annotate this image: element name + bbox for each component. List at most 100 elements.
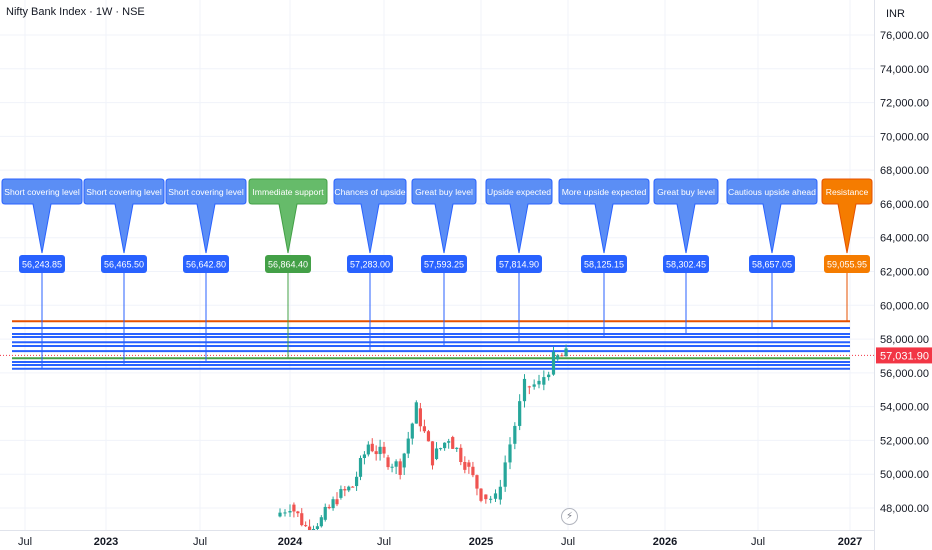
candle-body: [560, 355, 564, 357]
callout-bubble: [248, 178, 328, 254]
callout-label: Great buy level: [657, 187, 715, 197]
price-tick-label: 52,000.00: [880, 435, 929, 447]
candle-body: [547, 374, 551, 378]
level-value-box: [19, 255, 65, 273]
candle-body: [307, 526, 312, 530]
callout-label: Upside expected: [487, 187, 551, 197]
candle-body: [498, 486, 502, 500]
candle-body: [398, 461, 402, 475]
currency-label[interactable]: INR: [886, 8, 905, 20]
level-value: 56,864.40: [268, 260, 308, 270]
level-value-box: [824, 255, 870, 273]
level-value-box: [663, 255, 709, 273]
callout-bubble: [333, 178, 407, 254]
level-value: 58,657.05: [752, 260, 792, 270]
callout-bubble: [165, 178, 247, 254]
candle-body: [455, 447, 459, 449]
time-tick-label: Jul: [18, 536, 32, 548]
level-value: 57,593.25: [424, 260, 464, 270]
candle-body: [283, 512, 287, 514]
price-tick-label: 72,000.00: [880, 98, 929, 110]
callout-label: Short covering level: [86, 187, 162, 197]
time-tick-label: Jul: [377, 536, 391, 548]
candle-body: [443, 442, 447, 449]
candle-body: [532, 384, 536, 387]
current-price-tag: [876, 347, 932, 364]
callout-label: Short covering level: [4, 187, 80, 197]
price-tick-label: 74,000.00: [880, 64, 929, 76]
candle-body: [351, 486, 355, 488]
candle-body: [406, 438, 410, 454]
candle-body: [300, 513, 304, 526]
candle-body: [551, 351, 556, 375]
chart-area[interactable]: Short covering level 56,243.85 Short cover…: [0, 0, 874, 530]
callout-label: Resistance: [826, 187, 869, 197]
time-tick-label: 2023: [94, 536, 118, 548]
candle-body: [323, 506, 327, 520]
callout-bubble: [653, 178, 719, 254]
price-tick-label: 60,000.00: [880, 300, 929, 312]
candle-body: [518, 401, 522, 426]
candle-body: [292, 504, 296, 512]
callout-label: Short covering level: [168, 187, 244, 197]
callout-label: Great buy level: [415, 187, 473, 197]
candle-body: [278, 512, 282, 517]
time-tick-label: 2026: [653, 536, 677, 548]
price-axis[interactable]: 76,000.00 74,000.00 72,000.00 70,000.00 68,0…: [874, 0, 932, 550]
time-tick-label: Jul: [751, 536, 765, 548]
candle-body: [311, 528, 316, 530]
candle-body: [564, 348, 568, 357]
candle-body: [331, 499, 335, 509]
candle-body: [556, 355, 560, 360]
price-tick-label: 70,000.00: [880, 131, 929, 143]
candle-body: [489, 498, 493, 500]
candle-body: [343, 489, 347, 491]
time-tick-label: Jul: [193, 536, 207, 548]
candle-body: [430, 441, 435, 466]
callout-bubble: [726, 178, 818, 254]
time-axis[interactable]: Jul 2023 Jul 2024 Jul 2025 Jul 2026 Jul 2027: [0, 530, 874, 550]
level-value-box: [496, 255, 542, 273]
level-value-box: [183, 255, 229, 273]
lightning-icon[interactable]: ⚡: [561, 508, 578, 525]
candle-body: [438, 448, 443, 450]
time-tick-label: 2027: [838, 536, 862, 548]
candle-body: [426, 431, 431, 442]
callout-label: Chances of upside: [334, 187, 405, 197]
time-tick-label: 2025: [469, 536, 493, 548]
candle-body: [319, 517, 323, 527]
price-chart[interactable]: Short covering level 56,243.85 Short cover…: [0, 0, 874, 530]
candle-body: [327, 506, 331, 509]
price-tick-label: 48,000.00: [880, 503, 929, 515]
callout-bubble: [821, 178, 873, 254]
price-tick-label: 50,000.00: [880, 469, 929, 481]
candle-body: [382, 446, 386, 454]
candle-body: [410, 423, 414, 439]
level-value: 56,465.50: [104, 260, 144, 270]
price-tick-label: 66,000.00: [880, 199, 929, 211]
price-tick-label: 64,000.00: [880, 233, 929, 245]
level-value-box: [749, 255, 795, 273]
candle-body: [288, 511, 292, 513]
candle-body: [335, 499, 339, 505]
candle-body: [447, 441, 451, 443]
callout-label: More upside expected: [562, 187, 647, 197]
candle-body: [358, 458, 363, 477]
candle-body: [370, 443, 374, 452]
level-value: 59,055.95: [827, 260, 867, 270]
candle-body: [527, 386, 531, 388]
candle-body: [471, 466, 475, 476]
current-price-label: 57,031.90: [880, 350, 929, 362]
callout-bubble: [1, 178, 83, 254]
candle-body: [467, 462, 471, 467]
candle-body: [475, 475, 479, 489]
time-tick-label: Jul: [561, 536, 575, 548]
price-tick-label: 56,000.00: [880, 368, 929, 380]
candle-body: [414, 402, 418, 424]
candle-body: [479, 488, 483, 501]
candle-body: [542, 377, 546, 385]
candle-body: [418, 408, 422, 427]
callout-label: Immediate support: [252, 187, 324, 197]
level-value: 56,642.80: [186, 260, 226, 270]
level-value: 56,243.85: [22, 260, 62, 270]
